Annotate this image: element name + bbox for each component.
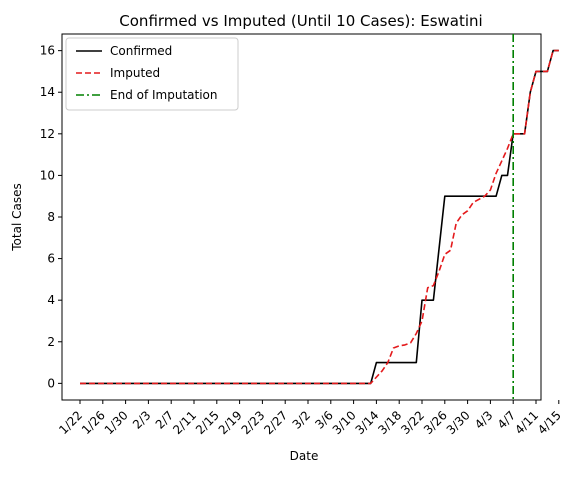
x-tick-label: 2/27: [261, 408, 290, 437]
series-imputed: [80, 49, 559, 385]
x-axis-label: Date: [290, 449, 319, 463]
x-tick-label: 3/30: [444, 408, 473, 437]
y-tick-label: 12: [40, 127, 55, 141]
legend: Confirmed Imputed End of Imputation: [65, 37, 239, 111]
chart-title: Confirmed vs Imputed (Until 10 Cases): E…: [119, 12, 482, 30]
legend-label: End of Imputation: [110, 88, 218, 102]
legend-label: Imputed: [110, 66, 160, 80]
y-tick-label: 6: [47, 252, 55, 266]
x-tick-label: 4/15: [535, 408, 563, 437]
y-tick-label: 0: [47, 376, 55, 390]
x-tick-label: 3/2: [290, 408, 314, 432]
x-tick-label: 3/10: [330, 408, 359, 437]
y-tick-label: 8: [47, 210, 55, 224]
x-tick-label: 1/30: [102, 408, 131, 437]
legend-box: [65, 37, 239, 111]
y-tick-label: 16: [40, 44, 55, 58]
y-axis-label: Total Cases: [10, 183, 24, 251]
x-tick-label: 2/11: [170, 408, 199, 437]
series-layer: [80, 34, 559, 400]
x-tick-label: 2/23: [239, 408, 268, 437]
y-tick-label: 10: [40, 168, 55, 182]
x-tick-label: 2/3: [130, 408, 154, 432]
x-tick-label: 1/26: [79, 408, 108, 437]
x-tick-label: 3/14: [353, 408, 382, 437]
x-tick-label: 4/3: [472, 408, 496, 432]
x-tick-label: 1/22: [56, 408, 85, 437]
x-tick-label: 4/11: [512, 408, 541, 437]
y-tick-label: 4: [47, 293, 55, 307]
x-tick-label: 2/19: [216, 408, 245, 437]
x-tick-label: 2/15: [193, 408, 222, 437]
y-tick-label: 2: [47, 335, 55, 349]
x-tick-label: 3/26: [421, 408, 450, 437]
x-tick-label: 3/22: [398, 408, 427, 437]
legend-label: Confirmed: [110, 44, 172, 58]
y-tick-label: 14: [40, 85, 55, 99]
x-tick-label: 3/18: [375, 408, 404, 437]
